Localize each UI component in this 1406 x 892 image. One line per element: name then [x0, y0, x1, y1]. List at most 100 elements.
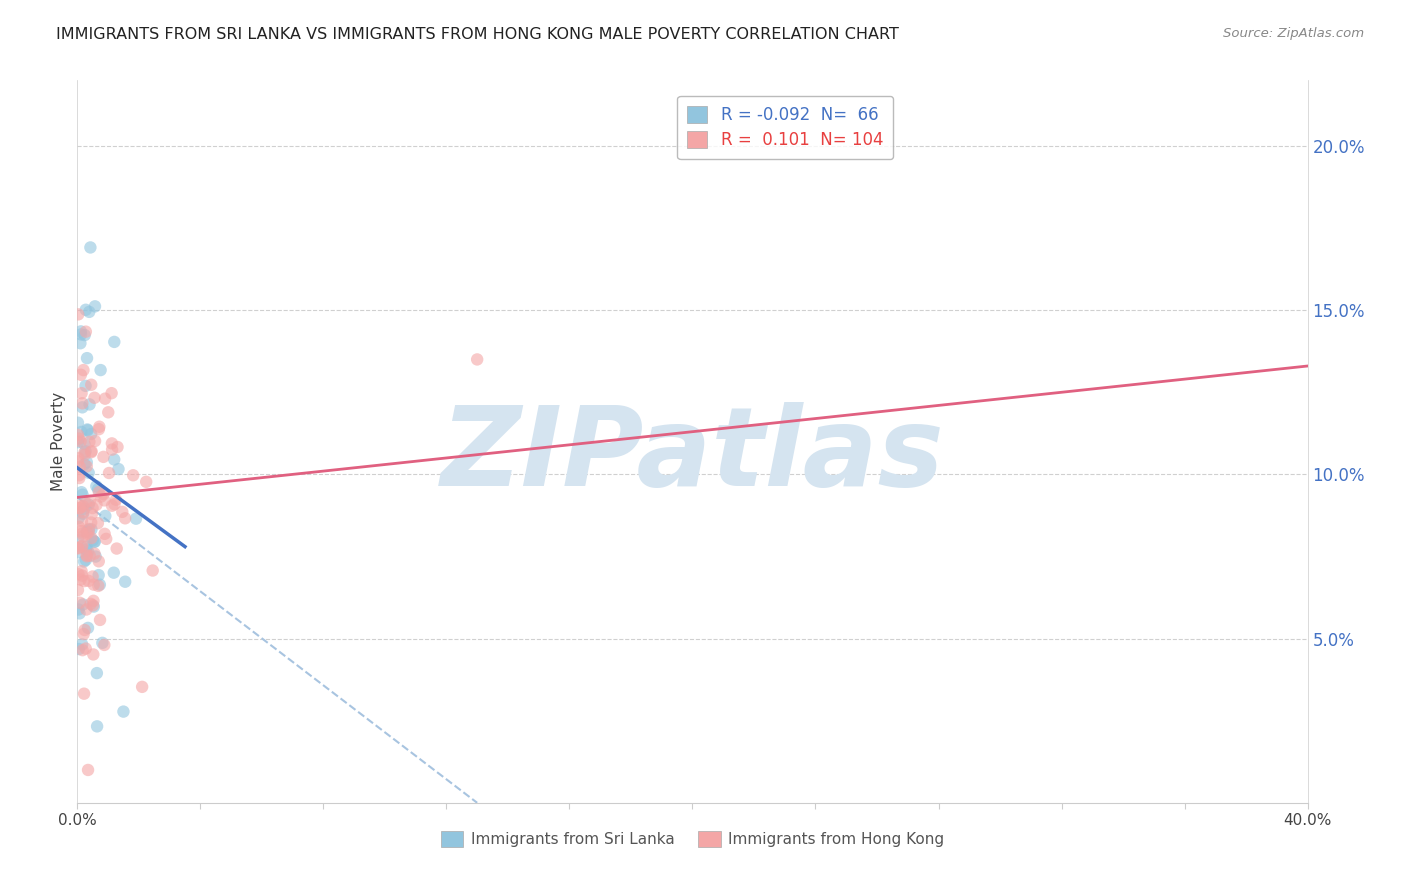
Point — [72, 401, 94, 415]
Point — [70, 568, 93, 582]
Point — [77, 305, 100, 319]
Point — [66, 416, 89, 430]
Point — [73, 437, 96, 451]
Point — [66, 435, 89, 450]
Point — [82, 533, 104, 548]
Point — [76, 455, 98, 469]
Point — [125, 511, 148, 525]
Point — [100, 386, 122, 401]
Point — [87, 422, 110, 436]
Point — [69, 607, 91, 621]
Point — [94, 392, 117, 406]
Point — [103, 566, 125, 580]
Point — [76, 524, 98, 539]
Point — [86, 498, 108, 512]
Point — [79, 494, 101, 508]
Point — [89, 419, 111, 434]
Point — [84, 434, 107, 448]
Point — [87, 516, 110, 531]
Point — [72, 507, 94, 521]
Point — [70, 325, 93, 339]
Point — [73, 554, 96, 568]
Point — [66, 582, 89, 597]
Point — [67, 567, 90, 582]
Point — [73, 574, 96, 588]
Point — [114, 511, 136, 525]
Point — [66, 541, 89, 555]
Point — [75, 325, 97, 339]
Point — [76, 540, 98, 554]
Point — [89, 577, 111, 591]
Point — [86, 666, 108, 681]
Point — [73, 448, 96, 462]
Point — [72, 627, 94, 641]
Y-axis label: Male Poverty: Male Poverty — [51, 392, 66, 491]
Point — [72, 598, 94, 612]
Point — [77, 466, 100, 480]
Point — [67, 545, 90, 559]
Point — [77, 498, 100, 512]
Point — [77, 523, 100, 537]
Point — [75, 302, 97, 317]
Point — [98, 466, 121, 480]
Point — [87, 482, 110, 496]
Point — [76, 549, 98, 564]
Point — [67, 471, 90, 485]
Point — [82, 594, 104, 608]
Point — [104, 492, 127, 507]
Point — [70, 514, 93, 528]
Point — [76, 351, 98, 366]
Point — [72, 526, 94, 541]
Point — [82, 501, 104, 516]
Point — [69, 501, 91, 516]
Point — [69, 573, 91, 587]
Point — [70, 327, 93, 342]
Point — [79, 240, 101, 254]
Point — [103, 334, 125, 349]
Point — [70, 368, 93, 382]
Point — [67, 451, 90, 466]
Point — [73, 623, 96, 637]
Point — [93, 493, 115, 508]
Point — [87, 485, 110, 500]
Point — [93, 638, 115, 652]
Point — [80, 516, 103, 530]
Point — [79, 434, 101, 449]
Point — [86, 719, 108, 733]
Point — [73, 328, 96, 343]
Point — [75, 542, 97, 557]
Point — [69, 459, 91, 474]
Point — [93, 450, 115, 464]
Point — [80, 507, 103, 521]
Point — [72, 396, 94, 410]
Point — [105, 541, 128, 556]
Point — [72, 488, 94, 502]
Point — [75, 641, 97, 656]
Point — [76, 423, 98, 437]
Point — [101, 499, 124, 513]
Point — [87, 579, 110, 593]
Point — [72, 505, 94, 519]
Point — [80, 597, 103, 611]
Point — [69, 336, 91, 351]
Point — [70, 524, 93, 538]
Point — [79, 549, 101, 563]
Point — [111, 505, 134, 519]
Point — [80, 444, 103, 458]
Point — [122, 468, 145, 483]
Point — [67, 533, 90, 547]
Point — [77, 525, 100, 540]
Point — [70, 637, 93, 651]
Point — [89, 613, 111, 627]
Point — [70, 485, 93, 500]
Point — [76, 422, 98, 436]
Point — [83, 391, 105, 405]
Point — [83, 547, 105, 561]
Point — [75, 553, 97, 567]
Point — [66, 454, 89, 468]
Point — [76, 527, 98, 541]
Point — [69, 499, 91, 513]
Point — [90, 490, 112, 504]
Point — [94, 508, 117, 523]
Point — [69, 434, 91, 449]
